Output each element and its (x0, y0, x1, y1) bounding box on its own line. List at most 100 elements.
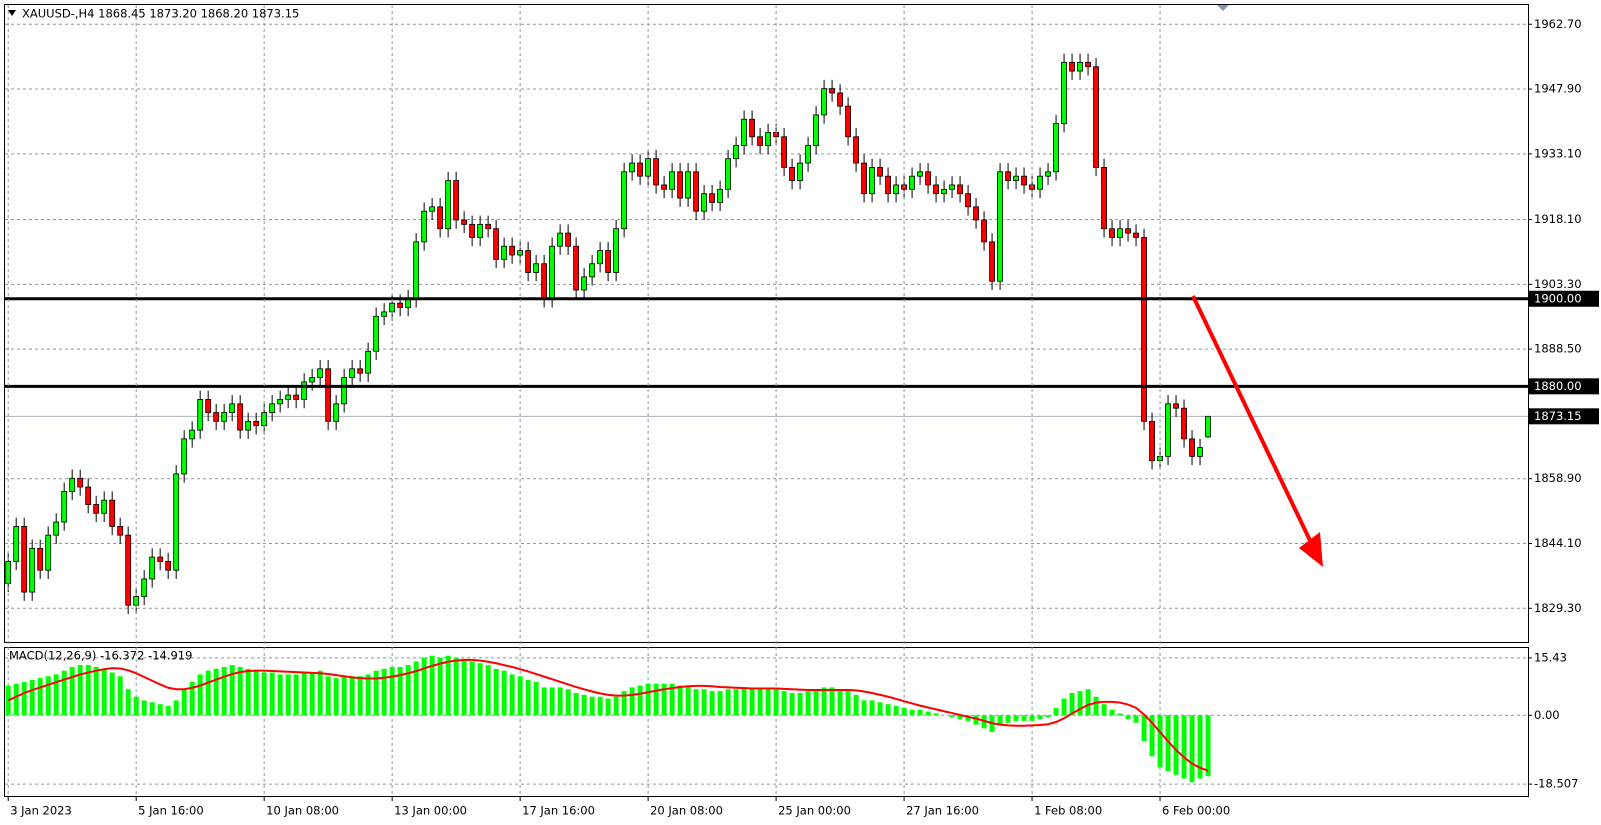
macd-bar (29, 679, 35, 716)
level-label-box (1529, 378, 1599, 395)
y-tick-label: 1903.30 (1534, 277, 1582, 291)
chart-title: XAUUSD-,H4 1868.45 1873.20 1868.20 1873.… (22, 7, 299, 21)
candle-body (269, 403, 276, 413)
candle-body (213, 412, 220, 422)
macd-bar (101, 668, 107, 716)
macd-bar (765, 689, 771, 716)
macd-bar (1109, 709, 1115, 716)
macd-bar (365, 674, 371, 716)
candle-body (1101, 167, 1107, 230)
macd-bar (629, 687, 635, 716)
candle-body (653, 158, 660, 186)
candle-body (445, 180, 452, 230)
candle-body (37, 547, 44, 571)
trend-arrow (1191, 295, 1323, 567)
macd-bar (653, 683, 659, 716)
candle-body (325, 368, 332, 422)
candle-body (677, 171, 684, 199)
candle-body (925, 171, 931, 186)
x-tick-label: 3 Jan 2023 (10, 804, 72, 818)
macd-bar (125, 689, 131, 716)
candle-body (1197, 447, 1203, 457)
macd-bar (77, 665, 83, 716)
candle-body (1133, 232, 1139, 238)
macd-bar (1093, 696, 1099, 716)
candle-body (1173, 403, 1179, 409)
candle-body (981, 219, 987, 243)
candle-body (1165, 403, 1171, 457)
candle-body (53, 521, 60, 536)
macd-bar (469, 661, 475, 716)
candle-body (741, 118, 748, 146)
y-tick-label: 1888.50 (1534, 342, 1582, 356)
candle-body (165, 561, 172, 571)
candle-body (309, 377, 316, 383)
candle-body (173, 473, 180, 571)
candle-body (973, 206, 979, 221)
macd-bar (149, 702, 155, 716)
macd-bar (741, 687, 747, 716)
candle-body (429, 206, 436, 212)
candle-body (117, 526, 124, 536)
candle-body (341, 377, 348, 405)
macd-bar (797, 692, 803, 716)
macd-bar (821, 687, 827, 716)
macd-bar (309, 672, 315, 716)
candle-body (229, 403, 236, 413)
macd-bar (1077, 691, 1083, 716)
macd-bar (37, 678, 43, 716)
macd-bar (717, 691, 723, 716)
candle-body (685, 171, 692, 199)
macd-bar (197, 674, 203, 716)
candle-body (1189, 438, 1195, 457)
macd-bar (557, 687, 563, 716)
candle-body (725, 158, 732, 190)
macd-bar (245, 668, 251, 716)
candle-body (253, 420, 260, 427)
candle-body (949, 184, 955, 190)
candle-body (717, 188, 724, 203)
macd-bar (445, 655, 451, 716)
macd-bar (477, 663, 483, 716)
macd-bar (1045, 715, 1051, 718)
candle-body (837, 92, 843, 107)
macd-bar (277, 674, 283, 716)
macd-bar (597, 696, 603, 716)
candle-body (1045, 171, 1051, 177)
candle-body (709, 193, 716, 203)
candle-body (885, 175, 891, 195)
macd-bar (1021, 715, 1027, 721)
macd-bar (421, 657, 427, 716)
shift-marker (1217, 5, 1229, 11)
macd-bar (725, 689, 731, 716)
macd-bar (53, 674, 59, 716)
macd-bar (549, 687, 555, 716)
macd-bar (901, 707, 907, 716)
candle-body (669, 171, 676, 190)
candle-body (485, 223, 492, 230)
candle-body (805, 145, 811, 164)
macd-bar (701, 689, 707, 716)
macd-bar (949, 715, 955, 718)
arrow-shaft (1191, 295, 1318, 554)
macd-bar (1005, 715, 1011, 723)
macd-bar (1037, 715, 1043, 720)
x-tick-label: 10 Jan 08:00 (266, 804, 339, 818)
macd-bar (957, 715, 963, 720)
candle-body (69, 477, 76, 492)
candle-body (749, 118, 756, 138)
macd-bar (437, 657, 443, 716)
macd-bar (773, 689, 779, 716)
macd-bar (845, 691, 851, 716)
macd-bar (1061, 698, 1067, 716)
candle-body (381, 311, 388, 317)
macd-bar (301, 672, 307, 716)
macd-bar (853, 694, 859, 716)
macd-bar (861, 700, 867, 716)
candle-body (477, 223, 484, 238)
macd-bar (501, 670, 507, 716)
candle-body (21, 526, 28, 593)
candle-body (205, 399, 212, 413)
macd-bar (925, 711, 931, 716)
candle-body (1141, 237, 1147, 422)
